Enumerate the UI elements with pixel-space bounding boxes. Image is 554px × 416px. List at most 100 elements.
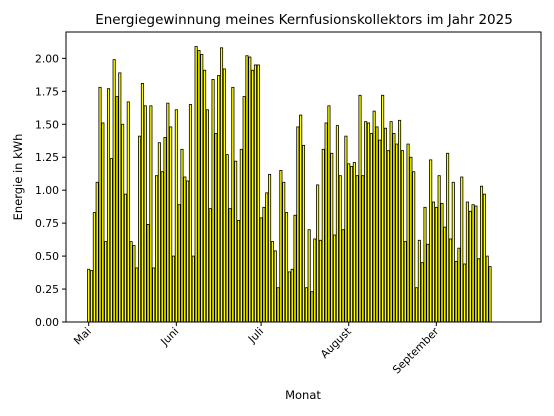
bar (412, 171, 416, 323)
bar (446, 152, 450, 323)
bar (157, 142, 161, 323)
bar (169, 126, 173, 323)
bar (471, 204, 475, 323)
bar (440, 202, 444, 323)
bar (457, 247, 461, 323)
bar (138, 135, 142, 323)
bar (270, 241, 274, 323)
y-tick-label: 1.75 (35, 85, 59, 98)
bar (242, 96, 246, 323)
bar (95, 181, 99, 323)
bar (369, 133, 373, 323)
bar (364, 121, 368, 323)
bar (166, 102, 170, 323)
bar (180, 148, 184, 323)
bar (386, 150, 390, 323)
x-axis: Mai Juni Juli August September (71, 322, 442, 376)
plot-frame (65, 31, 542, 323)
bar (129, 241, 133, 323)
bar (392, 133, 396, 323)
bars-group (87, 46, 492, 323)
bar (186, 180, 190, 323)
x-tick-label: September (390, 325, 442, 377)
bar (171, 255, 176, 323)
bar (205, 109, 209, 323)
bar (152, 267, 156, 323)
bar (177, 204, 181, 323)
bar (296, 126, 300, 323)
bar (355, 175, 359, 323)
bar (188, 104, 192, 323)
bar (398, 119, 402, 323)
bar (454, 260, 458, 323)
y-tick-label: 0.00 (35, 316, 59, 329)
bar (197, 50, 201, 323)
x-tick-label: Juli (245, 325, 266, 346)
x-tick-label: Mai (71, 325, 94, 348)
bar (352, 162, 356, 323)
bar (208, 208, 212, 323)
bar (90, 270, 94, 323)
bar (121, 123, 125, 323)
bar (245, 55, 249, 323)
bar (92, 212, 96, 323)
bar (200, 54, 204, 323)
bar (400, 150, 404, 323)
bar (429, 159, 433, 323)
bar (341, 229, 345, 323)
bar (265, 192, 269, 323)
bar (98, 86, 102, 323)
y-tick-label: 0.25 (35, 283, 59, 296)
bar (403, 241, 407, 323)
bar (480, 185, 484, 323)
bar (378, 139, 382, 323)
bar (423, 206, 427, 323)
bar (468, 210, 472, 323)
y-axis: 0.00 0.25 0.50 0.75 1.00 1.25 1.50 1.75 2.00 (35, 52, 66, 329)
bar (338, 175, 342, 323)
bar (140, 83, 144, 323)
bar (324, 122, 328, 323)
bar (132, 245, 136, 323)
x-axis-label: Monat (285, 388, 321, 402)
bar (106, 88, 111, 323)
bar (276, 287, 280, 323)
bar (149, 105, 153, 323)
bar (87, 268, 91, 323)
bar (463, 263, 467, 323)
bar (155, 175, 159, 323)
bar (217, 75, 221, 323)
y-tick-label: 0.75 (35, 217, 59, 230)
bar (126, 101, 130, 323)
bar (118, 72, 122, 323)
bar (287, 271, 291, 323)
bar (448, 238, 452, 323)
bar (228, 208, 232, 323)
bar (460, 176, 464, 323)
bar (163, 137, 167, 323)
bar (160, 171, 164, 323)
bar (259, 217, 263, 323)
bar (372, 110, 376, 323)
bar (112, 59, 116, 323)
bar (194, 46, 198, 323)
y-axis-label: Energie in kWh (11, 134, 25, 221)
bar (307, 229, 311, 323)
bar (426, 243, 430, 323)
bar (273, 250, 277, 323)
bar (350, 166, 354, 323)
bar (485, 255, 489, 323)
bar (251, 69, 255, 323)
bar (375, 126, 379, 323)
y-tick-label: 0.50 (35, 250, 59, 263)
bar (330, 152, 334, 323)
bar (301, 144, 306, 323)
bar (279, 170, 283, 323)
chart-title: Energiegewinnung meines Kernfusionskolle… (95, 12, 513, 28)
bar (268, 173, 272, 323)
bar (443, 226, 447, 323)
bar (389, 121, 393, 323)
bar (465, 201, 469, 323)
y-tick-label: 1.00 (35, 184, 59, 197)
